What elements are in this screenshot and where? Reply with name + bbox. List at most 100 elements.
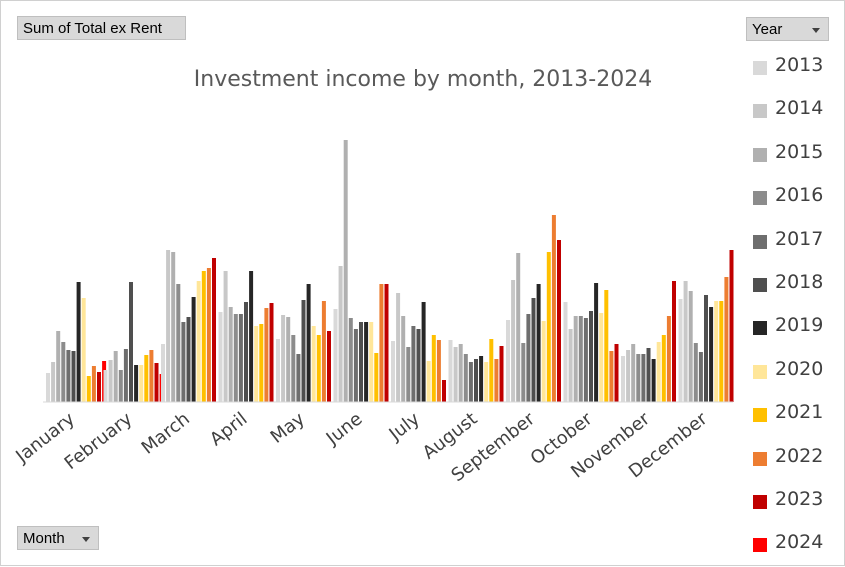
bar-2015-april[interactable] xyxy=(228,307,233,402)
bar-2014-november[interactable] xyxy=(626,350,631,402)
bar-2014-july[interactable] xyxy=(396,293,401,402)
bar-2022-september[interactable] xyxy=(551,215,556,402)
bar-2019-february[interactable] xyxy=(134,365,139,402)
bar-2017-august[interactable] xyxy=(468,362,473,402)
bar-2014-june[interactable] xyxy=(338,266,343,402)
bar-2022-may[interactable] xyxy=(321,301,326,402)
bar-2019-june[interactable] xyxy=(364,322,369,402)
bar-2022-october[interactable] xyxy=(609,351,614,402)
bar-2019-july[interactable] xyxy=(421,302,426,402)
bar-2017-october[interactable] xyxy=(583,318,588,402)
bar-2023-march[interactable] xyxy=(212,258,216,402)
bar-2021-october[interactable] xyxy=(604,290,609,402)
bar-2015-july[interactable] xyxy=(401,316,406,402)
bar-2015-september[interactable] xyxy=(516,253,521,402)
bar-2020-august[interactable] xyxy=(484,362,489,402)
bar-2018-march[interactable] xyxy=(186,317,191,402)
bar-2022-february[interactable] xyxy=(149,350,154,402)
bar-2014-september[interactable] xyxy=(511,280,516,402)
bar-2023-december[interactable] xyxy=(729,250,734,402)
bar-2019-september[interactable] xyxy=(536,284,541,402)
bar-2013-february[interactable] xyxy=(103,370,108,402)
bar-2017-january[interactable] xyxy=(66,350,71,402)
bar-2018-february[interactable] xyxy=(129,282,133,402)
bar-2013-january[interactable] xyxy=(46,373,50,402)
bar-2018-june[interactable] xyxy=(359,322,363,402)
bar-2019-may[interactable] xyxy=(306,284,311,402)
legend-item-2019[interactable]: 2019 xyxy=(753,313,843,343)
bar-2016-september[interactable] xyxy=(521,343,526,402)
bar-2017-february[interactable] xyxy=(123,349,128,402)
bar-2023-june[interactable] xyxy=(384,284,389,402)
bar-2016-june[interactable] xyxy=(348,318,353,402)
chevron-down-icon[interactable] xyxy=(82,537,90,542)
bar-2018-january[interactable] xyxy=(71,351,76,402)
legend-item-2014[interactable]: 2014 xyxy=(753,96,843,126)
bar-2020-december[interactable] xyxy=(714,301,719,402)
year-field-dropdown[interactable]: Year xyxy=(746,17,829,41)
month-field-dropdown[interactable]: Month xyxy=(17,526,99,550)
bar-2018-december[interactable] xyxy=(704,295,708,402)
bar-2013-june[interactable] xyxy=(333,309,338,402)
bar-2013-august[interactable] xyxy=(448,340,453,402)
bar-2022-december[interactable] xyxy=(724,277,729,402)
bar-2018-october[interactable] xyxy=(589,311,593,402)
bar-2016-april[interactable] xyxy=(233,314,238,402)
bar-2016-november[interactable] xyxy=(636,354,641,402)
bar-2020-may[interactable] xyxy=(311,326,316,402)
bar-2013-september[interactable] xyxy=(506,320,510,402)
bar-2020-october[interactable] xyxy=(599,313,604,402)
bar-2017-september[interactable] xyxy=(526,314,531,402)
bar-2022-april[interactable] xyxy=(264,308,269,402)
bar-2021-september[interactable] xyxy=(546,252,551,402)
legend-item-2015[interactable]: 2015 xyxy=(753,140,843,170)
legend-item-2023[interactable]: 2023 xyxy=(753,487,843,517)
bar-2020-january[interactable] xyxy=(81,298,86,402)
bar-2016-march[interactable] xyxy=(176,284,181,402)
bar-2021-august[interactable] xyxy=(489,339,494,402)
bar-2016-may[interactable] xyxy=(291,335,296,402)
legend-item-2020[interactable]: 2020 xyxy=(753,357,843,387)
bar-2020-july[interactable] xyxy=(426,361,431,402)
legend-item-2021[interactable]: 2021 xyxy=(753,400,843,430)
bar-2015-february[interactable] xyxy=(113,351,118,402)
bar-2021-november[interactable] xyxy=(661,335,666,402)
bar-2013-july[interactable] xyxy=(391,341,395,402)
bar-2023-september[interactable] xyxy=(557,240,561,402)
bar-2023-may[interactable] xyxy=(327,331,331,402)
bar-2015-march[interactable] xyxy=(171,252,176,402)
bar-2021-may[interactable] xyxy=(316,335,321,402)
bar-2020-november[interactable] xyxy=(656,342,661,402)
bar-2020-april[interactable] xyxy=(254,326,259,402)
bar-2018-november[interactable] xyxy=(646,348,651,402)
value-field-button[interactable]: Sum of Total ex Rent xyxy=(17,16,186,40)
bar-2020-march[interactable] xyxy=(196,281,201,402)
bar-2018-july[interactable] xyxy=(416,329,421,402)
bar-2021-july[interactable] xyxy=(431,335,436,402)
bar-2019-april[interactable] xyxy=(249,271,254,402)
bar-2013-december[interactable] xyxy=(678,299,683,402)
bar-2021-january[interactable] xyxy=(86,376,91,402)
bar-2019-august[interactable] xyxy=(479,356,484,402)
bar-2014-may[interactable] xyxy=(281,315,286,402)
bar-2022-june[interactable] xyxy=(379,284,384,402)
bar-2015-december[interactable] xyxy=(688,291,693,402)
bar-2023-february[interactable] xyxy=(154,363,159,402)
bar-2014-december[interactable] xyxy=(683,281,688,402)
bar-2023-november[interactable] xyxy=(672,281,676,402)
bar-2019-november[interactable] xyxy=(651,359,656,402)
bar-2019-january[interactable] xyxy=(76,282,81,402)
bar-2022-november[interactable] xyxy=(666,316,671,402)
bar-2021-june[interactable] xyxy=(374,353,379,402)
legend-item-2013[interactable]: 2013 xyxy=(753,53,843,83)
bar-2018-september[interactable] xyxy=(531,298,536,402)
bar-2015-november[interactable] xyxy=(631,344,636,402)
bar-2020-february[interactable] xyxy=(139,365,144,402)
bar-2020-june[interactable] xyxy=(369,322,374,402)
bar-2021-february[interactable] xyxy=(144,355,149,402)
bar-2019-december[interactable] xyxy=(709,307,714,402)
bar-2022-january[interactable] xyxy=(91,366,96,402)
legend-item-2024[interactable]: 2024 xyxy=(753,530,843,560)
bar-2019-march[interactable] xyxy=(191,297,196,402)
bar-2014-august[interactable] xyxy=(453,347,458,402)
